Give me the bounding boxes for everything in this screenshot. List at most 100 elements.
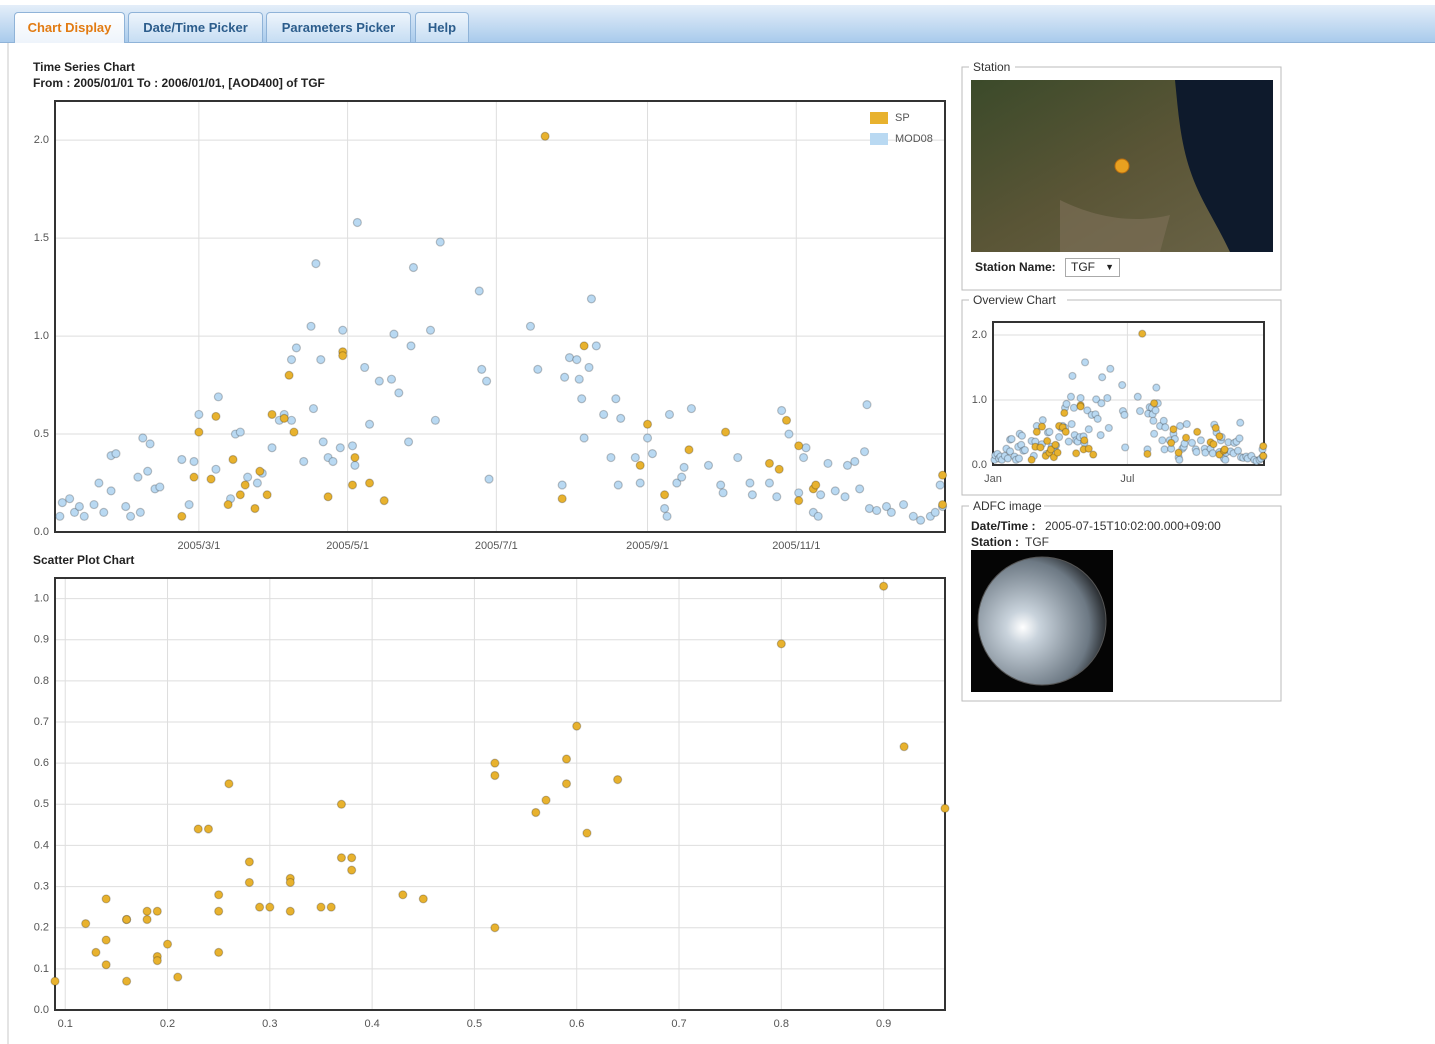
point [558, 481, 566, 489]
point [561, 373, 569, 381]
tab[interactable]: Date/Time Picker [128, 12, 263, 42]
point [562, 755, 570, 763]
x-tick-label: 0.6 [569, 1018, 584, 1030]
point [327, 903, 335, 911]
point [317, 356, 325, 364]
station-marker[interactable] [1115, 159, 1129, 173]
point [719, 489, 727, 497]
dropdown-arrow: ▼ [1105, 259, 1114, 276]
point [831, 487, 839, 495]
point [491, 924, 499, 932]
point [329, 457, 337, 465]
point [1039, 423, 1046, 430]
point [1193, 449, 1200, 456]
point [236, 491, 244, 499]
point [1018, 432, 1025, 439]
y-tick-label: 0.7 [34, 716, 49, 728]
y-tick-label: 0.5 [34, 798, 49, 810]
point [112, 450, 120, 458]
point [631, 454, 639, 462]
plot-frame [55, 578, 945, 1010]
point [1063, 400, 1070, 407]
x-tick-label: 0.1 [58, 1018, 73, 1030]
point [256, 467, 264, 475]
point [612, 395, 620, 403]
tab[interactable]: Parameters Picker [266, 12, 411, 42]
panel-legend: Station [973, 60, 1010, 74]
point [931, 508, 939, 516]
point [288, 356, 296, 364]
point [687, 405, 695, 413]
point [909, 512, 917, 520]
point [636, 479, 644, 487]
point [214, 393, 222, 401]
point [1039, 417, 1046, 424]
point [1098, 400, 1105, 407]
point [777, 640, 785, 648]
point [1212, 424, 1219, 431]
point [1067, 393, 1074, 400]
point [1150, 417, 1157, 424]
point [256, 903, 264, 911]
point [485, 475, 493, 483]
point [1061, 410, 1068, 417]
legend-swatch [870, 112, 888, 124]
point [339, 326, 347, 334]
point [266, 903, 274, 911]
point [1085, 426, 1092, 433]
point [215, 907, 223, 915]
point [263, 491, 271, 499]
point [351, 454, 359, 462]
point [532, 809, 540, 817]
point [841, 493, 849, 501]
point [409, 264, 417, 272]
y-tick-label: 0.2 [34, 922, 49, 934]
point [317, 903, 325, 911]
point [824, 459, 832, 467]
point [178, 512, 186, 520]
point [1210, 441, 1217, 448]
point [102, 936, 110, 944]
point [337, 800, 345, 808]
point [431, 416, 439, 424]
x-tick-label: 2005/7/1 [475, 540, 518, 552]
point [324, 493, 332, 501]
point [1237, 419, 1244, 426]
point [765, 479, 773, 487]
point [939, 501, 947, 509]
y-tick-label: 0.3 [34, 880, 49, 892]
point [678, 473, 686, 481]
point [1151, 400, 1158, 407]
point [136, 508, 144, 516]
point [224, 501, 232, 509]
point [348, 442, 356, 450]
point [361, 363, 369, 371]
y-tick-label: 2.0 [972, 329, 987, 341]
page-canvas: Time Series Chart From : 2005/01/01 To :… [0, 0, 1435, 1044]
point [1104, 395, 1111, 402]
x-tick-label: 0.4 [364, 1018, 379, 1030]
point [580, 434, 588, 442]
point [348, 854, 356, 862]
x-tick-label: 2005/5/1 [326, 540, 369, 552]
point [491, 759, 499, 767]
point [663, 512, 671, 520]
point [92, 948, 100, 956]
point [483, 377, 491, 385]
x-tick-label: 2005/11/1 [772, 540, 820, 552]
point [127, 512, 135, 520]
point [153, 907, 161, 915]
point [366, 420, 374, 428]
point [717, 481, 725, 489]
point [143, 915, 151, 923]
point [661, 504, 669, 512]
point [1161, 446, 1168, 453]
point [1044, 437, 1051, 444]
point [843, 461, 851, 469]
station-select[interactable]: TGF▼ [1065, 258, 1120, 277]
point [122, 503, 130, 511]
tab[interactable]: Help [415, 12, 469, 42]
point [607, 454, 615, 462]
x-tick-label: 0.5 [467, 1018, 482, 1030]
tab[interactable]: Chart Display [14, 12, 125, 43]
